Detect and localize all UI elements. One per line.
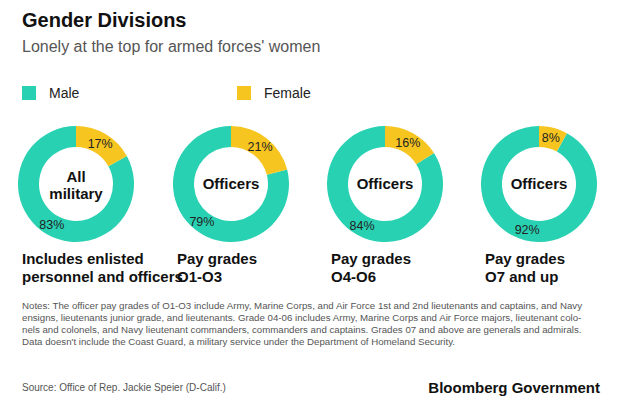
caption: Pay grades (485, 250, 565, 267)
caption: O7 and up (485, 268, 558, 285)
center-label: military (49, 185, 103, 202)
legend-label: Male (49, 85, 80, 101)
slice (231, 126, 287, 175)
note: ensigns, lieutenants junior grade, and l… (22, 312, 581, 323)
slice (327, 126, 443, 242)
note: nels and colonels, and Navy lieutenant c… (22, 324, 582, 335)
subtitle: Lonely at the top for armed forces' wome… (22, 38, 320, 55)
slice (173, 126, 289, 242)
legend: Male Female (22, 85, 311, 101)
center-label: All (66, 168, 85, 185)
caption: O4-O6 (331, 268, 376, 285)
data-label: 16% (395, 136, 420, 150)
legend-label: Female (264, 85, 311, 101)
caption: O1-O3 (177, 268, 222, 285)
data-label: 79% (189, 215, 214, 229)
caption: personnel and officers (22, 268, 183, 285)
slice (76, 126, 127, 166)
note: Data doesn't include the Coast Guard, a … (22, 336, 455, 347)
data-label: 8% (542, 131, 560, 145)
data-label: 83% (39, 218, 64, 232)
slices (18, 126, 134, 242)
caption: Pay grades (177, 250, 257, 267)
source: Source: Office of Rep. Jackie Speier (D-… (22, 382, 226, 393)
slice (18, 126, 134, 242)
donut: 92% 8% Officers (481, 126, 597, 242)
caption: Includes enlisted (22, 250, 144, 267)
center-label: Officers (511, 175, 568, 192)
slices (481, 126, 597, 242)
data-label: 92% (515, 223, 540, 237)
legend-swatch (22, 86, 36, 100)
credit: Bloomberg Government (428, 379, 600, 396)
data-label: 84% (350, 219, 375, 233)
chart-root: Gender Divisions Lonely at the top for ar… (0, 0, 620, 412)
slices (327, 126, 443, 242)
center-label: Officers (357, 175, 414, 192)
slice (385, 126, 434, 164)
legend-swatch (237, 86, 251, 100)
data-label: 21% (248, 140, 273, 154)
donut: 83% 17% Allmilitary (18, 126, 134, 242)
note: Notes: The officer pay grades of O1-O3 i… (22, 300, 582, 311)
data-label: 17% (88, 136, 113, 150)
caption: Pay grades (331, 250, 411, 267)
title: Gender Divisions (22, 9, 187, 31)
slice (481, 126, 597, 242)
donut: 84% 16% Officers (327, 126, 443, 242)
slices (173, 126, 289, 242)
center-label: Officers (203, 175, 260, 192)
slice (539, 126, 567, 152)
donut: 79% 21% Officers (173, 126, 289, 242)
